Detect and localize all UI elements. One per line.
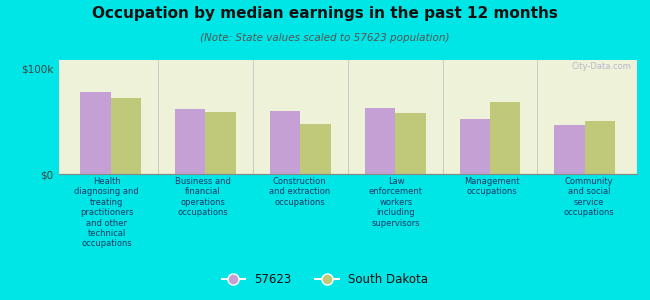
Bar [554,125,585,174]
Text: Construction
and extraction
occupations: Construction and extraction occupations [269,177,330,207]
Bar [365,107,395,174]
Bar [175,109,205,174]
Text: Community
and social
service
occupations: Community and social service occupations [564,177,614,217]
Bar [395,113,426,174]
Bar [81,92,110,174]
Bar [585,121,615,174]
Text: Law
enforcement
workers
including
supervisors: Law enforcement workers including superv… [369,177,423,228]
Text: Management
occupations: Management occupations [465,177,520,197]
Text: Business and
financial
operations
occupations: Business and financial operations occupa… [176,177,231,217]
Bar [270,111,300,174]
Bar [460,119,490,174]
Bar [300,124,331,174]
Text: Health
diagnosing and
treating
practitioners
and other
technical
occupations: Health diagnosing and treating practitio… [74,177,139,248]
Bar [111,98,141,174]
Bar [490,102,521,174]
Text: (Note: State values scaled to 57623 population): (Note: State values scaled to 57623 popu… [200,33,450,43]
Bar [205,112,236,174]
Text: Occupation by median earnings in the past 12 months: Occupation by median earnings in the pas… [92,6,558,21]
Text: City-Data.com: City-Data.com [571,62,631,71]
Legend: 57623, South Dakota: 57623, South Dakota [217,269,433,291]
